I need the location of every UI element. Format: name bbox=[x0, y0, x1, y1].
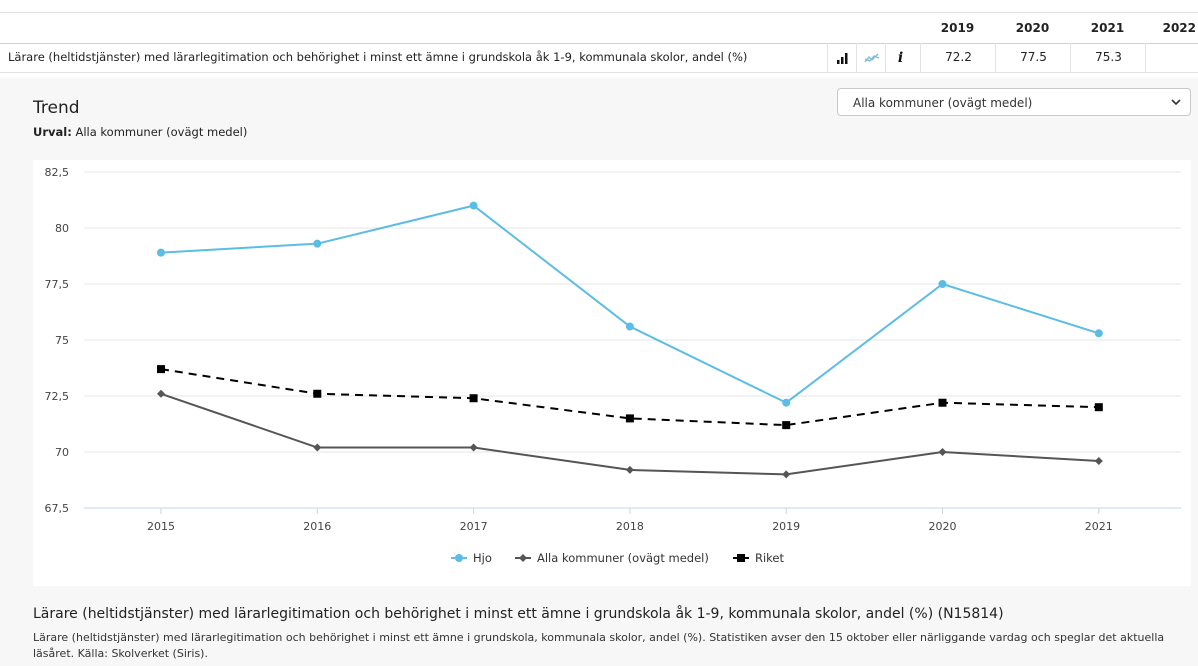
urval-key: Urval: bbox=[33, 125, 72, 139]
year-header: 2022 bbox=[1162, 21, 1196, 35]
y-tick-label: 80 bbox=[55, 222, 69, 235]
legend-marker-1 bbox=[519, 554, 527, 562]
y-tick-label: 75 bbox=[55, 334, 69, 347]
data-point-0 bbox=[469, 201, 478, 210]
indicator-description: Lärare (heltidstjänster) med lärarlegiti… bbox=[33, 631, 1165, 660]
series-line-1 bbox=[160, 392, 1099, 476]
data-point-0 bbox=[157, 248, 165, 257]
data-point-1 bbox=[625, 465, 634, 474]
data-point-1 bbox=[938, 448, 947, 456]
data-point-1 bbox=[782, 470, 791, 479]
data-point-0 bbox=[938, 280, 947, 288]
legend-marker-2 bbox=[737, 554, 745, 562]
x-tick-label: 2019 bbox=[772, 520, 800, 533]
table-cell: 75.3 bbox=[1070, 43, 1146, 72]
data-table: 2019 2020 2021 2022 Lärare (heltidstjäns… bbox=[0, 0, 1198, 78]
urval-value: Alla kommuner (ovägt medel) bbox=[75, 125, 248, 139]
year-header: 2020 bbox=[1015, 21, 1050, 35]
x-tick-label: 2021 bbox=[1085, 520, 1113, 533]
trend-title: Trend bbox=[33, 98, 80, 118]
y-tick-label: 67,5 bbox=[45, 502, 70, 515]
year-header: 2021 bbox=[1090, 21, 1125, 35]
row-label: Lärare (heltidstjänster) med lärarlegiti… bbox=[8, 50, 748, 64]
x-tick-label: 2016 bbox=[303, 520, 331, 533]
data-point-2 bbox=[1094, 403, 1103, 412]
x-tick-label: 2017 bbox=[460, 520, 488, 533]
y-tick-label: 72,5 bbox=[45, 390, 70, 403]
x-tick-label: 2015 bbox=[147, 520, 175, 533]
info-icon[interactable]: i bbox=[885, 43, 915, 72]
select-value: Alla kommuner (ovägt medel) bbox=[853, 96, 1033, 110]
y-tick-label: 82,5 bbox=[45, 166, 70, 179]
data-point-0 bbox=[1094, 329, 1103, 338]
data-point-2 bbox=[938, 398, 947, 407]
data-point-1 bbox=[469, 443, 478, 452]
legend-label-2: Riket bbox=[755, 551, 785, 565]
bar-chart-icon[interactable] bbox=[827, 43, 857, 72]
data-point-1 bbox=[1094, 456, 1103, 465]
data-point-2 bbox=[625, 414, 634, 423]
legend-label-1: Alla kommuner (ovägt medel) bbox=[537, 551, 709, 565]
indicator-title: Lärare (heltidstjänster) med lärarlegiti… bbox=[33, 606, 1004, 622]
table-header: 2019 2020 2021 2022 bbox=[0, 12, 1198, 44]
data-point-0 bbox=[782, 398, 791, 407]
data-point-2 bbox=[782, 421, 791, 430]
table-cell bbox=[1145, 43, 1198, 72]
year-header: 2019 bbox=[940, 21, 975, 35]
data-point-2 bbox=[157, 365, 165, 374]
selection-label: Urval: Alla kommuner (ovägt medel) bbox=[33, 125, 247, 139]
x-tick-label: 2018 bbox=[616, 520, 644, 533]
legend-marker-0 bbox=[455, 554, 463, 562]
data-point-0 bbox=[313, 239, 322, 248]
data-point-2 bbox=[469, 394, 478, 403]
table-cell: 77.5 bbox=[995, 43, 1071, 72]
data-point-0 bbox=[625, 322, 634, 331]
legend-label-0: Hjo bbox=[473, 551, 492, 565]
chart-svg: 67,5 70 72,5 75 77,5 80 82,5 2015 2016 2017 2018 20… bbox=[45, 166, 1181, 565]
data-point-2 bbox=[313, 389, 322, 398]
line-chart-icon[interactable] bbox=[856, 43, 886, 72]
data-point-1 bbox=[157, 389, 165, 398]
y-tick-label: 77,5 bbox=[45, 278, 70, 291]
trend-chart: 67,5 70 72,5 75 77,5 80 82,5 2015 2016 2017 2018 20… bbox=[33, 160, 1191, 586]
x-tick-label: 2020 bbox=[929, 520, 957, 533]
y-tick-label: 70 bbox=[55, 446, 69, 459]
table-row: Lärare (heltidstjänster) med lärarlegiti… bbox=[0, 43, 1198, 73]
table-cell: 72.2 bbox=[920, 43, 996, 72]
chevron-down-icon bbox=[1171, 99, 1181, 106]
municipality-select[interactable]: Alla kommuner (ovägt medel) bbox=[837, 88, 1191, 116]
data-point-1 bbox=[313, 443, 322, 452]
series-line-0 bbox=[160, 204, 1100, 404]
